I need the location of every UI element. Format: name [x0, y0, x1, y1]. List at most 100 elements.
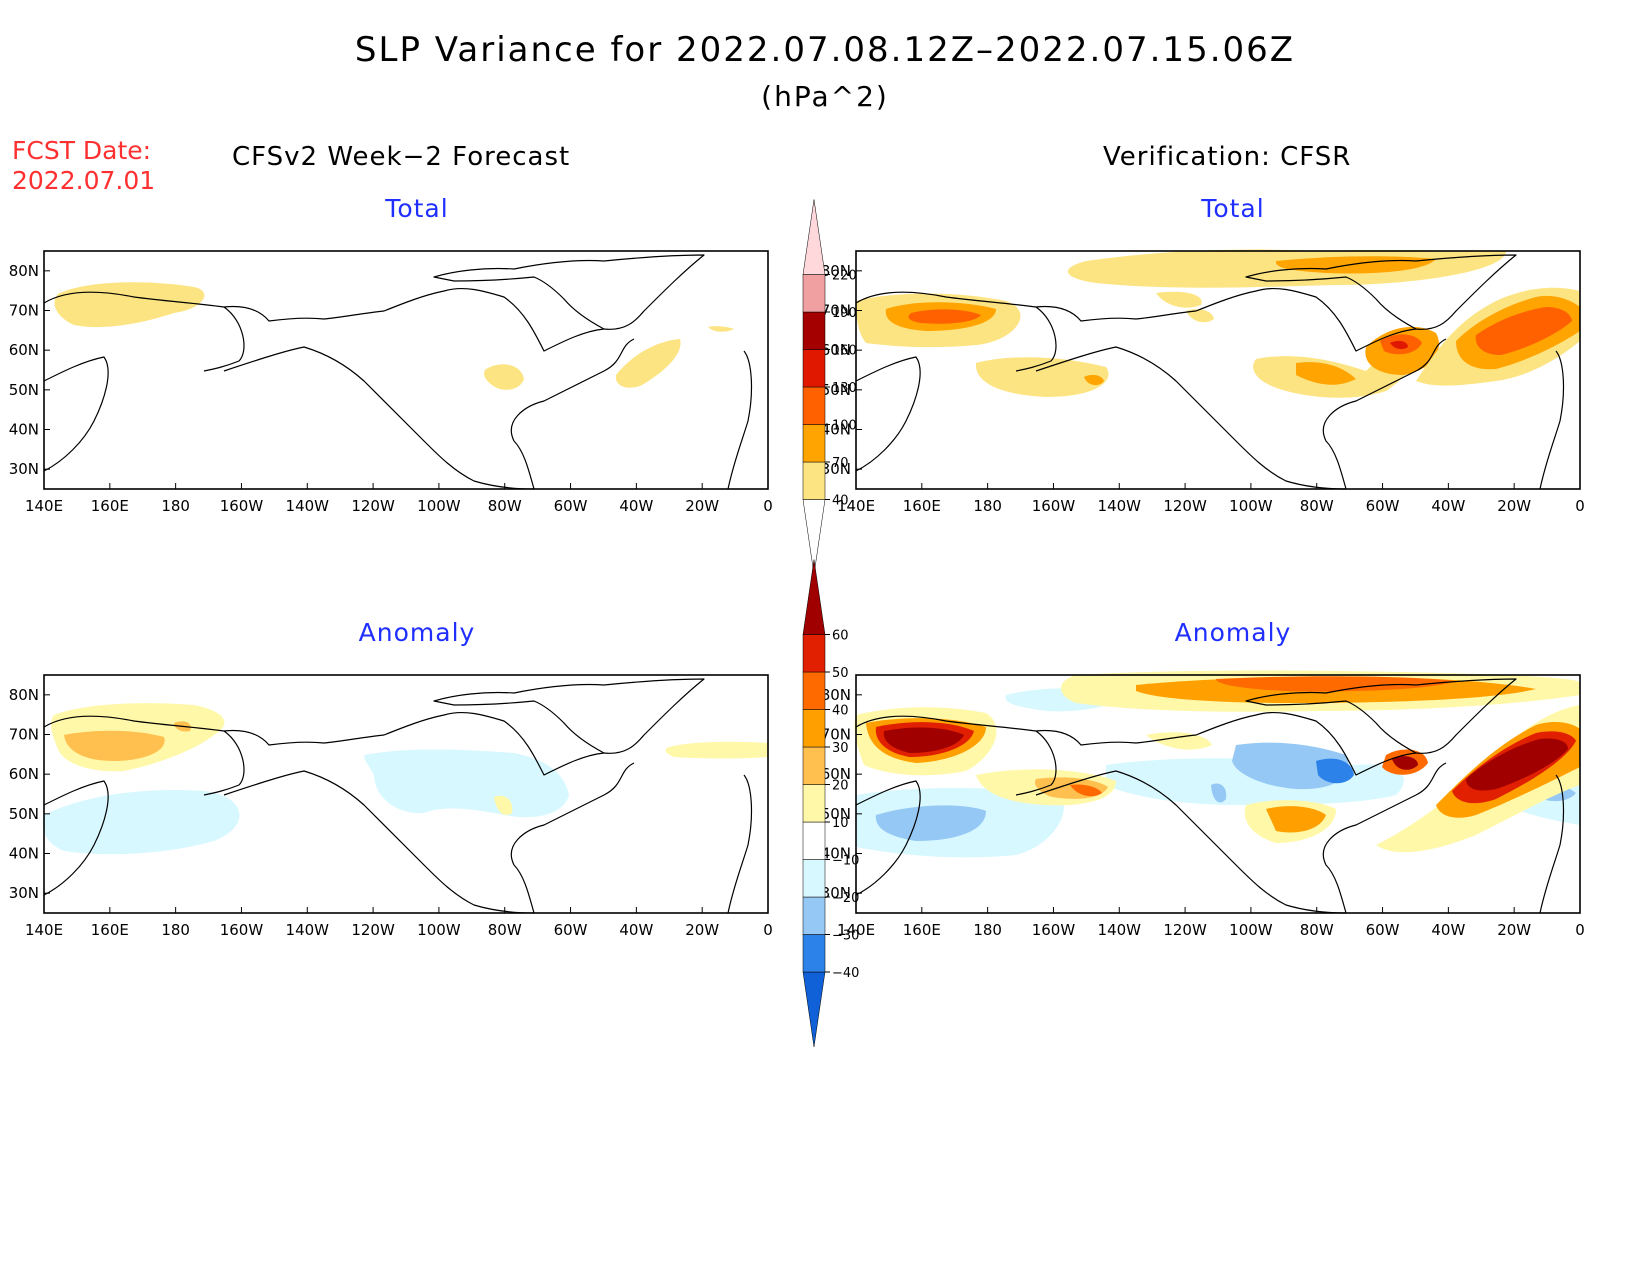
colorbar-swatch	[802, 559, 826, 635]
colorbar-level-label: 60	[832, 629, 849, 644]
lon-tick-label: 140E	[837, 497, 875, 515]
axis-ticks: 140E 160E 180 160W 140W 120W 100W 80W 60W 40W 20W 0…	[821, 262, 1585, 515]
colorbar-swatch	[802, 896, 826, 935]
lon-tick-label: 20W	[1497, 497, 1531, 515]
forecast-column-title: CFSv2 Week−2 Forecast	[232, 142, 571, 172]
lon-tick-label: 60W	[554, 497, 588, 515]
anomaly-colorbar: −40 −30 −20 −10 10 20 30 40 50 60	[802, 559, 859, 1048]
verification-anomaly-title: Anomaly	[1174, 618, 1292, 647]
colorbar-level-label: −10	[832, 854, 859, 869]
lon-tick-label: 80W	[1300, 497, 1334, 515]
lon-tick-label: 20W	[685, 921, 719, 939]
axis-ticks: 140E 160E 180 160W 140W 120W 100W 80W 60W 40W 20W 0…	[9, 686, 773, 939]
colorbar-level-label: 30	[832, 741, 849, 756]
coastline-lines	[855, 678, 1565, 914]
lat-tick-label: 80N	[821, 262, 851, 280]
total-colorbar-boxes	[802, 199, 826, 575]
lon-tick-label: 80W	[488, 497, 522, 515]
forecast-anomaly-title: Anomaly	[358, 618, 476, 647]
map-frame	[43, 674, 769, 914]
lat-tick-label: 30N	[9, 460, 39, 478]
colorbar-swatch	[802, 461, 826, 500]
colorbar-swatch	[802, 746, 826, 785]
colorbar-swatch	[802, 709, 826, 748]
lat-tick-label: 60N	[821, 341, 851, 359]
lat-tick-label: 60N	[9, 765, 39, 783]
colorbar-level-label: 130	[832, 381, 857, 396]
lat-tick-label: 60N	[9, 341, 39, 359]
lon-tick-label: 140W	[1098, 921, 1142, 939]
main-title: SLP Variance for 2022.07.08.12Z–2022.07.…	[354, 30, 1296, 70]
lon-tick-label: 100W	[417, 921, 461, 939]
lon-tick-label: 140W	[286, 497, 330, 515]
lon-tick-label: 40W	[1431, 497, 1465, 515]
forecast-total-title: Total	[385, 194, 449, 223]
lon-tick-label: 100W	[1229, 497, 1273, 515]
lon-tick-label: 60W	[1366, 921, 1400, 939]
map-frame	[43, 250, 769, 490]
lon-tick-label: 0	[763, 497, 773, 515]
lon-tick-label: 40W	[619, 921, 653, 939]
lat-tick-label: 30N	[821, 460, 851, 478]
lon-tick-label: 60W	[1366, 497, 1400, 515]
lat-tick-label: 80N	[821, 686, 851, 704]
colorbar-level-label: 40	[832, 704, 849, 719]
colorbar-level-label: −20	[832, 891, 859, 906]
verification-total-fill	[856, 249, 1580, 398]
lon-tick-label: 180	[161, 497, 190, 515]
lat-tick-label: 40N	[9, 421, 39, 439]
colorbar-level-label: 220	[832, 269, 857, 284]
colorbar-level-label: 50	[832, 666, 849, 681]
lat-tick-label: 30N	[9, 884, 39, 902]
fcst-date-label: FCST Date:	[12, 136, 152, 165]
verification-total-map: 140E 160E 180 160W 140W 120W 100W 80W 60W 40W 20W 0…	[821, 249, 1585, 515]
colorbar-swatch	[802, 859, 826, 898]
verification-anomaly-fill	[854, 670, 1580, 858]
lon-tick-label: 40W	[1431, 921, 1465, 939]
lat-tick-label: 70N	[821, 302, 851, 320]
lat-tick-label: 80N	[9, 686, 39, 704]
coastline-lines	[43, 678, 753, 914]
lat-tick-label: 50N	[9, 381, 39, 399]
lat-tick-label: 50N	[821, 805, 851, 823]
lon-tick-label: 180	[161, 921, 190, 939]
lon-tick-label: 0	[763, 921, 773, 939]
forecast-total-map: 140E 160E 180 160W 140W 120W 100W 80W 60W 40W 20W 0…	[9, 250, 773, 515]
colorbar-level-label: −30	[832, 929, 859, 944]
colorbar-swatch	[802, 274, 826, 313]
lon-tick-label: 0	[1575, 921, 1585, 939]
colorbar-swatch	[802, 386, 826, 425]
lon-tick-label: 140E	[25, 921, 63, 939]
lon-tick-label: 140E	[837, 921, 875, 939]
lat-tick-label: 40N	[821, 845, 851, 863]
colorbar-level-label: 40	[832, 494, 849, 509]
colorbar-swatch	[802, 311, 826, 350]
colorbar-swatch	[802, 821, 826, 860]
map-frame	[855, 674, 1581, 914]
colorbar-swatch	[802, 424, 826, 463]
colorbar-swatch	[802, 634, 826, 673]
lon-tick-label: 120W	[351, 921, 395, 939]
lon-tick-label: 80W	[1300, 921, 1334, 939]
units-label: (hPa^2)	[761, 80, 889, 113]
colorbar-swatch	[802, 199, 826, 275]
lon-tick-label: 180	[973, 921, 1002, 939]
verification-column-title: Verification: CFSR	[1103, 142, 1352, 172]
lon-tick-label: 40W	[619, 497, 653, 515]
forecast-anomaly-fill	[42, 703, 768, 855]
lat-tick-label: 40N	[9, 845, 39, 863]
forecast-total-fill	[54, 282, 734, 390]
colorbar-level-label: −40	[832, 966, 859, 981]
lon-tick-label: 120W	[1163, 497, 1207, 515]
coastline-lines	[855, 254, 1565, 490]
colorbar-level-label: 20	[832, 779, 849, 794]
anomaly-colorbar-boxes	[802, 559, 826, 1048]
lon-tick-label: 140E	[25, 497, 63, 515]
lon-tick-label: 180	[973, 497, 1002, 515]
lon-tick-label: 100W	[417, 497, 461, 515]
lon-tick-label: 160W	[1032, 497, 1076, 515]
lon-tick-label: 60W	[554, 921, 588, 939]
colorbar-level-label: 70	[832, 456, 849, 471]
colorbar-swatch	[802, 784, 826, 823]
lon-tick-label: 160W	[1032, 921, 1076, 939]
